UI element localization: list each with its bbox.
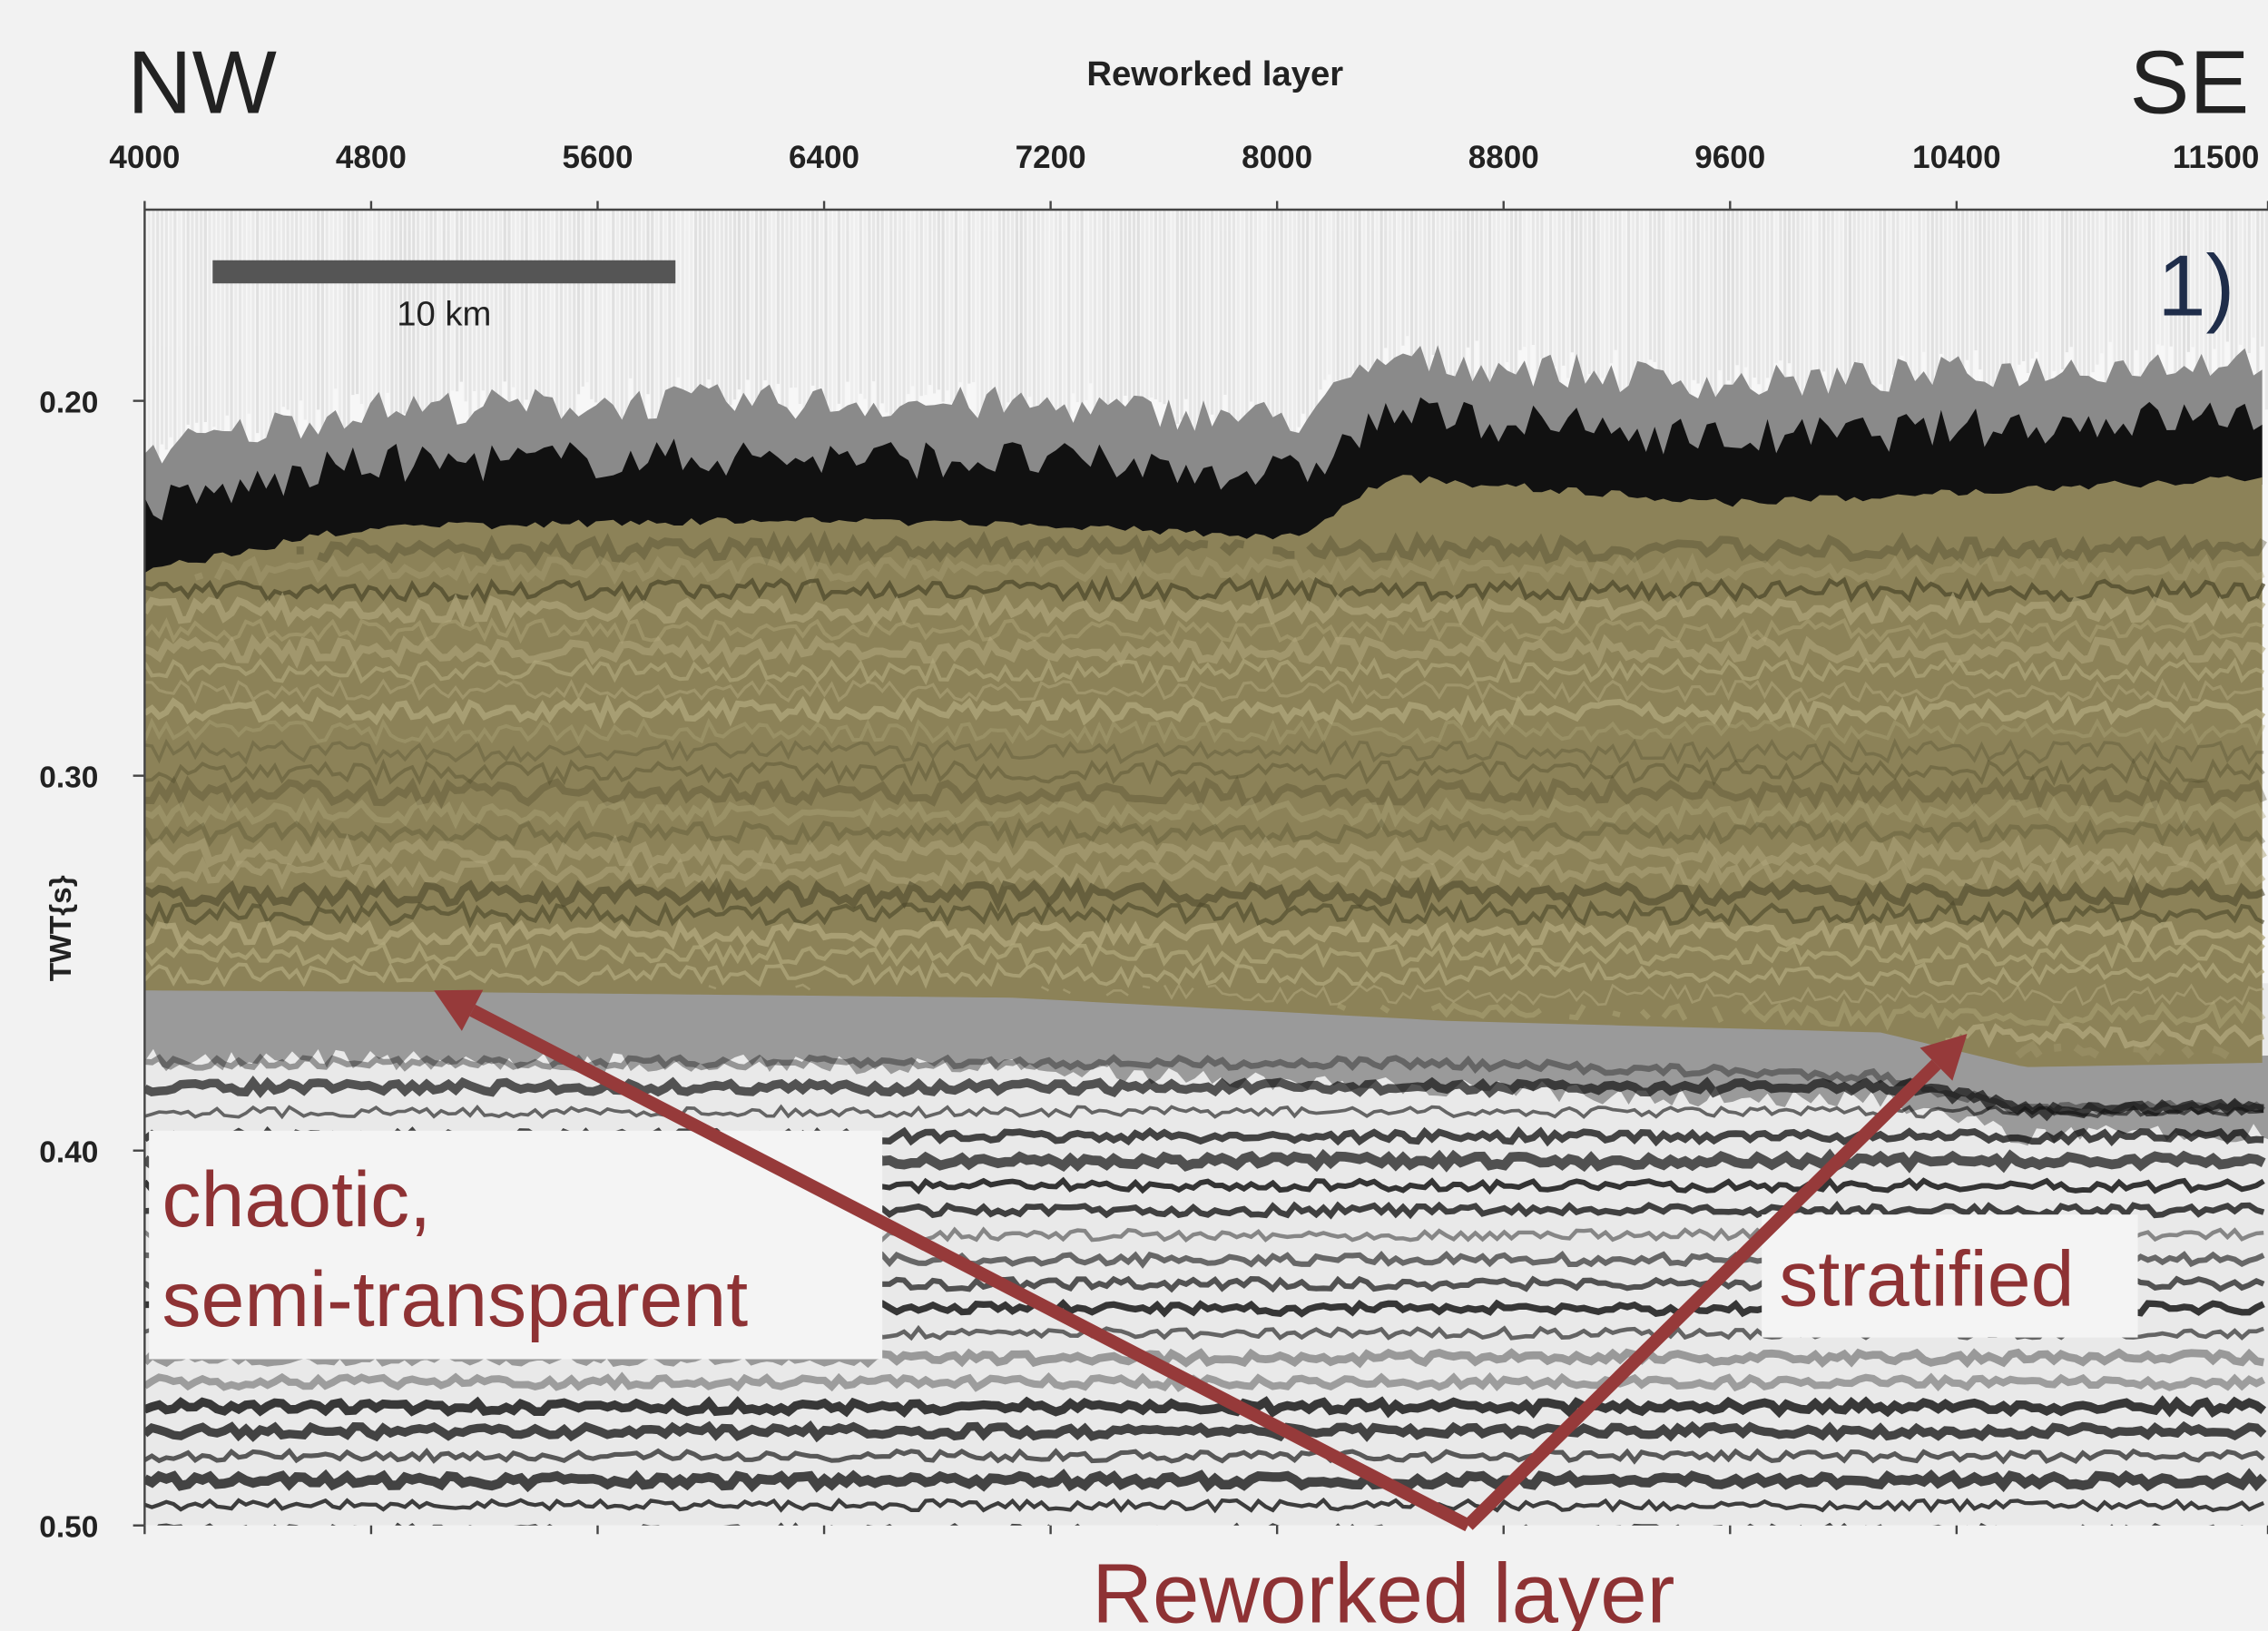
x-tick-label: 4800 [336, 140, 407, 175]
layer-reflector [144, 591, 2266, 629]
layer-reflector [144, 961, 2265, 989]
layer-reflector [144, 833, 2267, 872]
reflector [144, 1420, 2267, 1443]
chart-title: Reworked layer [1086, 54, 1343, 93]
layer-reflector [144, 773, 2267, 812]
x-tick-label: 7200 [1016, 140, 1086, 175]
seismic-image [144, 209, 2268, 1526]
layer-reflector [144, 758, 2265, 787]
scale-bar [212, 260, 676, 284]
x-tick-label: 5600 [563, 140, 633, 175]
layer-reflector [144, 693, 2266, 730]
annotation: semi-transparent [162, 1256, 748, 1343]
annotation: stratified [1779, 1236, 2074, 1323]
annotation-box [149, 1130, 883, 1360]
x-tick-label: 8800 [1468, 140, 1539, 175]
x-tick-label: 9600 [1694, 140, 1765, 175]
layer-reflector [1945, 1021, 2265, 1049]
arrow-head [434, 989, 484, 1031]
reflector [144, 1395, 2267, 1419]
reflector-black [144, 397, 2263, 579]
arrow-shaft [1463, 1059, 1941, 1530]
layer-reflector [144, 856, 2266, 891]
y-axis-label: TWT{s} [44, 875, 78, 981]
x-tick-label: 10400 [1912, 140, 2000, 175]
scale-bar-label: 10 km [397, 294, 491, 333]
layer-reflector [144, 874, 2265, 914]
layer-reflector [144, 678, 2264, 704]
layer-reflector [144, 919, 2266, 951]
layer-reflector [144, 616, 2264, 645]
layer-reflector [144, 633, 2266, 669]
x-tick-label: 11500 [2173, 140, 2260, 175]
y-tick-label: 0.20 [39, 386, 98, 419]
reflector [144, 1448, 2265, 1465]
layer-reflector [144, 940, 2265, 969]
reflector [144, 1371, 2266, 1392]
reflector [144, 1468, 2267, 1493]
y-tick-label: 0.30 [39, 761, 98, 794]
x-tick-label: 8000 [1242, 140, 1312, 175]
x-tick-label: 4000 [109, 140, 180, 175]
annotation-box [1762, 1214, 2138, 1338]
reflector [144, 1497, 2265, 1514]
layer-reflector [194, 552, 2265, 588]
y-tick-label: 0.40 [39, 1135, 98, 1169]
layer-reflector [1336, 998, 2266, 1031]
layer-reflector [144, 795, 2267, 830]
y-tick-label: 0.50 [39, 1510, 98, 1544]
reflector [144, 1104, 2264, 1120]
reflector [144, 1347, 2264, 1370]
layer-reflector [144, 575, 2266, 605]
arrow-shaft [469, 1004, 1471, 1532]
corner-label: NW [127, 32, 277, 132]
layer-reflector [144, 818, 2266, 850]
arrow-head [1919, 1034, 1968, 1081]
corner-label: SE [2129, 32, 2249, 132]
annotation: Reworked layer [1092, 1546, 1674, 1631]
overlay: 4000 4800 5600 6400 7200 8000 8800 9600 10400 115… [39, 32, 2268, 1631]
layer-reflector [144, 657, 2264, 686]
layer-reflector [144, 717, 2266, 746]
layer-reflector [296, 530, 2267, 568]
annotation: chaotic, [162, 1156, 431, 1243]
layer-reflector [144, 737, 2264, 766]
layer-reflector [144, 899, 2265, 928]
x-tick-label: 6400 [789, 140, 859, 175]
panel-label: 1) [2157, 237, 2234, 334]
layer-reflector [708, 982, 2264, 1007]
